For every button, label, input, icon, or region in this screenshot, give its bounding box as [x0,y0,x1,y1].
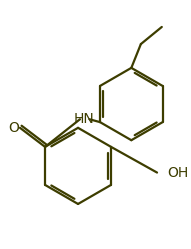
Text: O: O [8,121,19,135]
Text: HN: HN [73,112,94,126]
Text: OH: OH [168,166,189,180]
